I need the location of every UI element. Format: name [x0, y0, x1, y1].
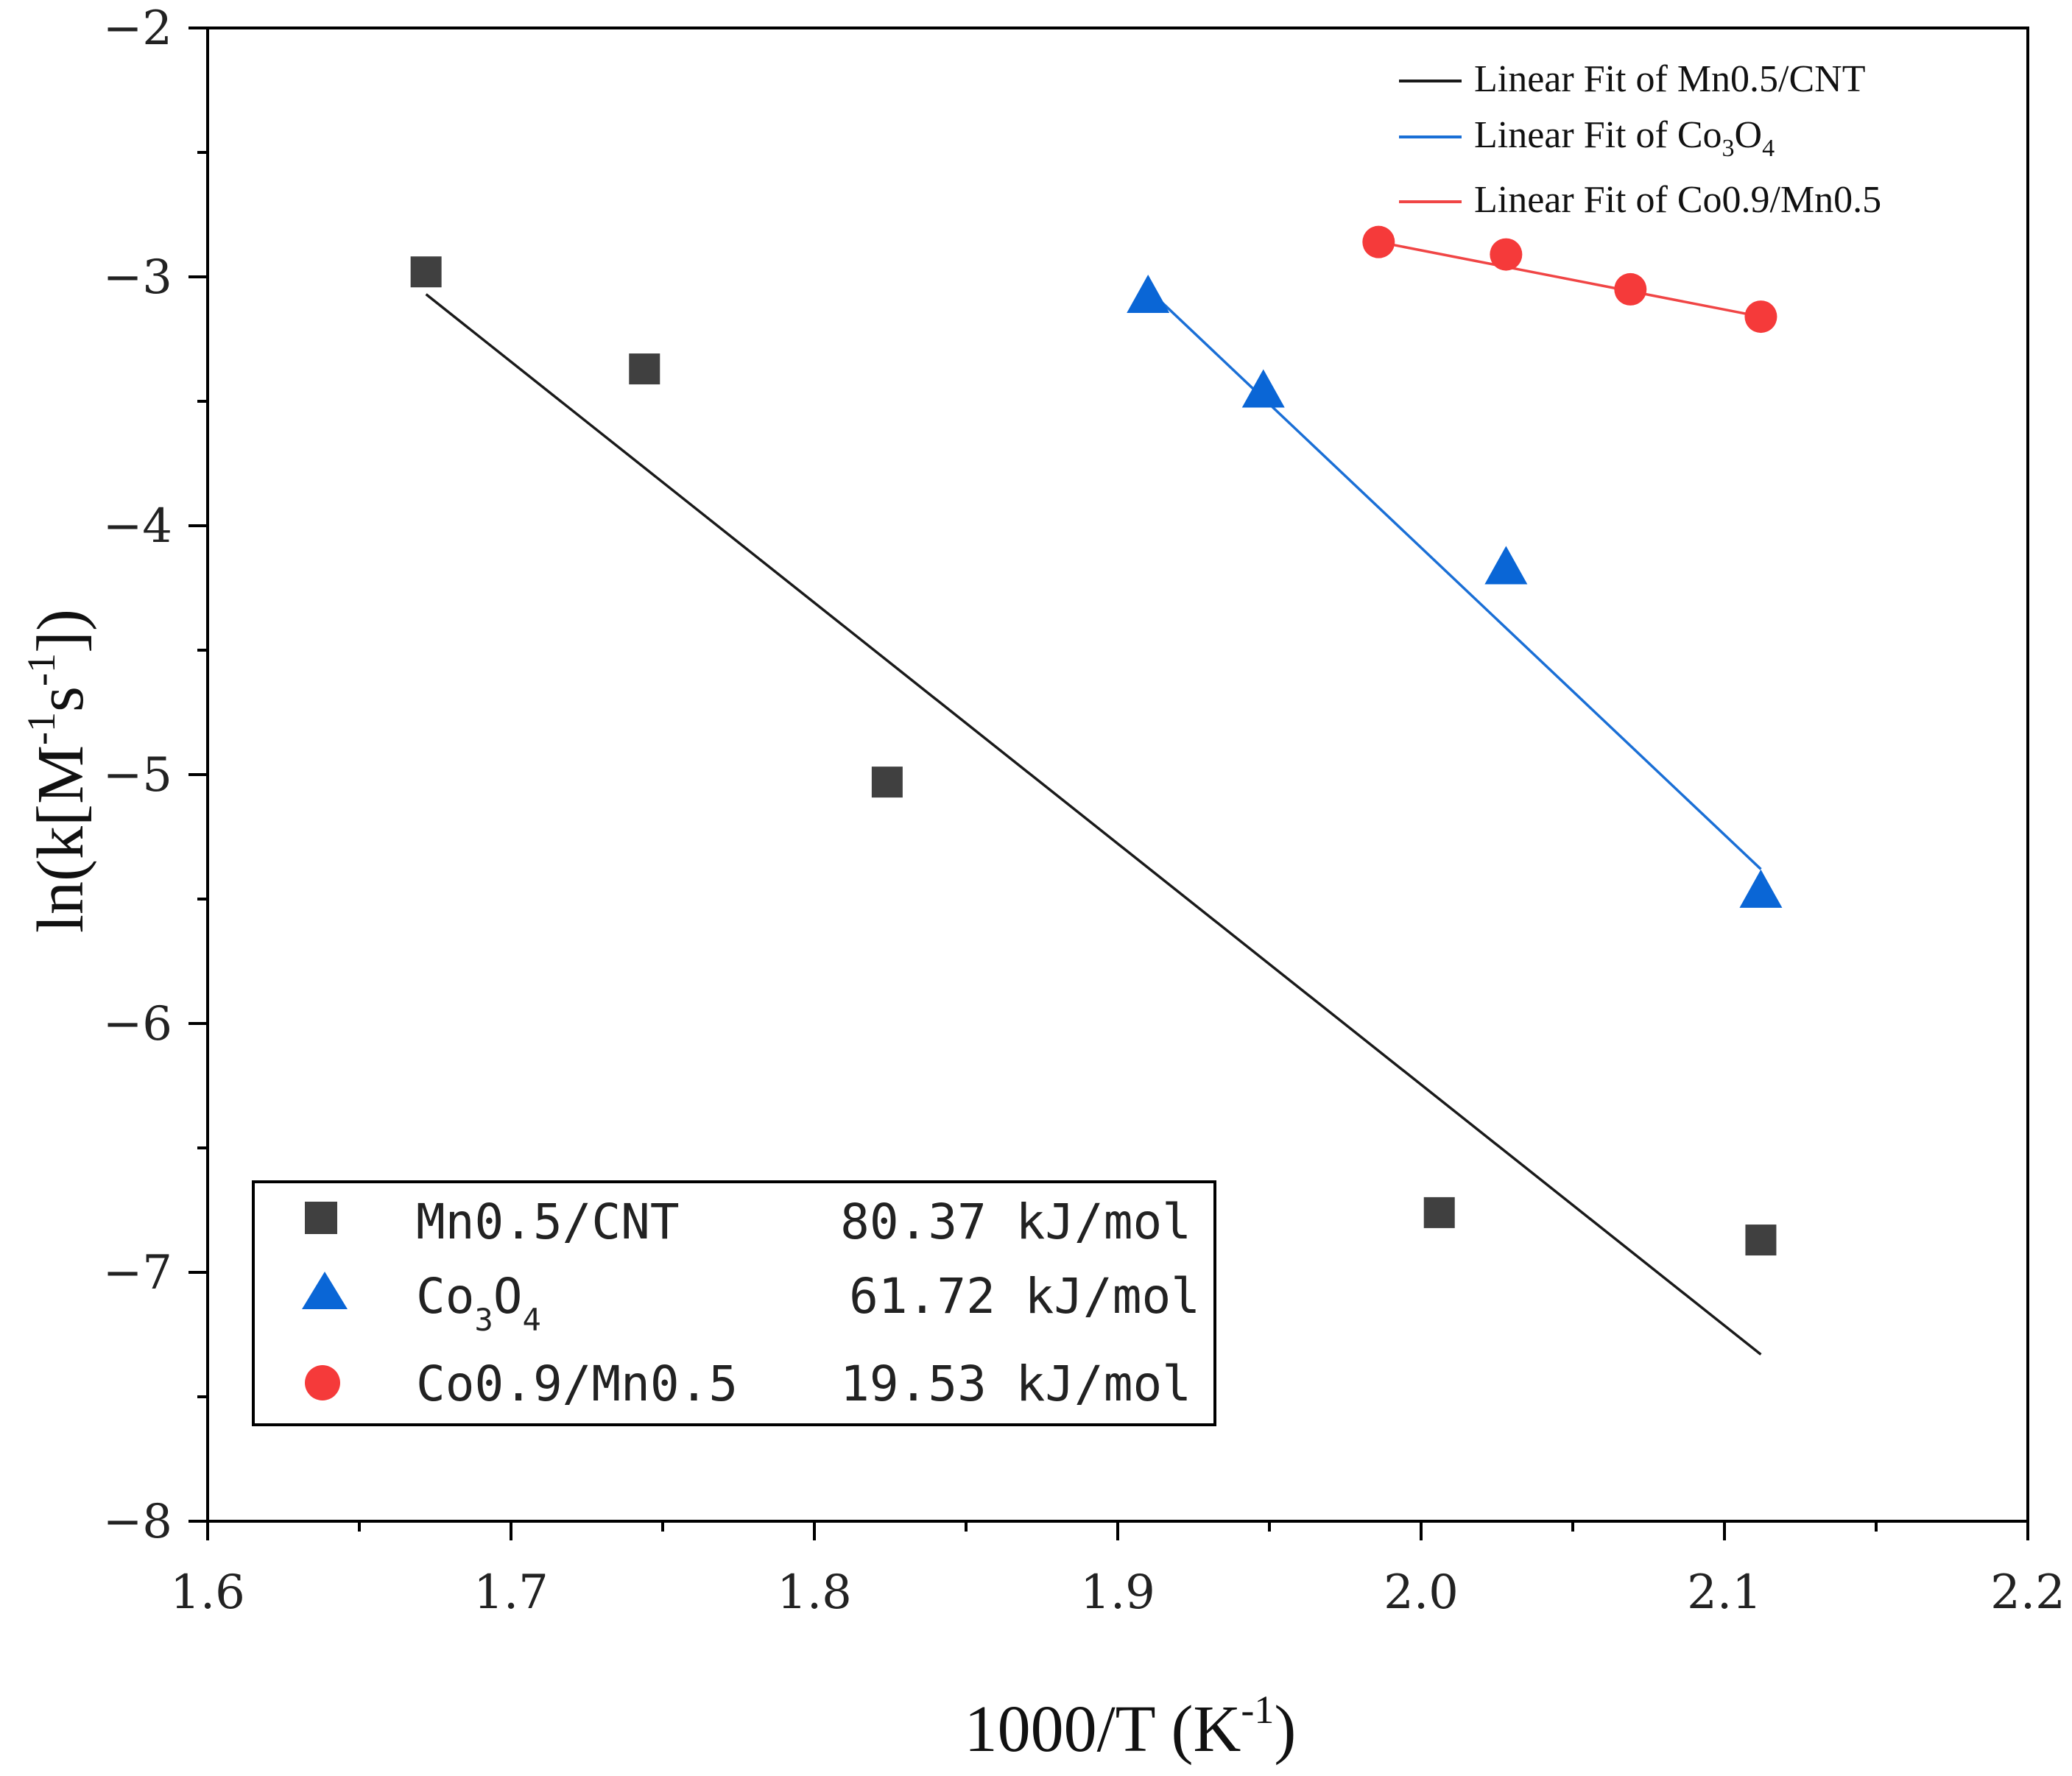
y-axis-label: ln(k[M-1s-1]): [19, 609, 97, 933]
data-points: [410, 225, 1783, 1256]
y-axis-ticks: −2 −3 −4 −5 −6 −7 −8: [103, 1, 208, 1549]
y-axis-label-main: ln(k[M: [24, 745, 97, 933]
point-co0.9-mn0.5: [1362, 225, 1395, 258]
x-tick-label: 1.8: [777, 1565, 852, 1620]
y-tick-label: −5: [103, 748, 172, 803]
y-axis-label-mid: s: [24, 686, 97, 712]
marker-legend-label-co3o4: Co3O4: [416, 1268, 541, 1338]
fit-line-co3o4: [1146, 288, 1762, 870]
marker-legend-triangle-icon: [302, 1272, 348, 1309]
x-axis-label-tail: ): [1274, 1693, 1296, 1766]
fit-lines: [425, 240, 1762, 1356]
y-axis-label-tail: ]): [24, 609, 97, 653]
marker-legend-label-co3o4-mid: O: [493, 1268, 523, 1325]
marker-legend-label-co-mn: Co0.9/Mn0.5: [416, 1356, 738, 1412]
marker-legend-energy-co3o4: 61.72 kJ/mol: [849, 1268, 1200, 1325]
point-co3o4: [1241, 369, 1285, 408]
point-co3o4: [1484, 546, 1528, 585]
fit-legend-label-mn: Linear Fit of Mn0.5/CNT: [1474, 58, 1866, 100]
y-tick-label: −4: [103, 499, 172, 554]
point-mn0.5-cnt: [629, 353, 660, 385]
x-axis-label: 1000/T (K-1): [965, 1688, 1297, 1766]
marker-legend-circle-icon: [305, 1365, 340, 1400]
marker-legend-label-co3o4-sub1: 3: [474, 1302, 493, 1338]
point-mn0.5-cnt: [410, 256, 442, 288]
fit-line-mn0.5-cnt: [425, 293, 1762, 1356]
point-co0.9-mn0.5: [1744, 300, 1777, 334]
y-axis-label-sup1: -1: [19, 712, 63, 745]
marker-legend-label-co3o4-sub2: 4: [523, 1302, 541, 1338]
point-mn0.5-cnt: [1423, 1197, 1455, 1228]
x-tick-label: 1.6: [170, 1565, 245, 1620]
point-mn0.5-cnt: [1745, 1224, 1777, 1256]
fit-legend-label-co3o4-sub1: 3: [1722, 135, 1735, 162]
fit-line-co0.9-mn0.5: [1378, 240, 1761, 318]
x-tick-label: 1.9: [1080, 1565, 1155, 1620]
point-mn0.5-cnt: [871, 767, 903, 798]
marker-legend-energy-co-mn: 19.53 kJ/mol: [840, 1356, 1191, 1412]
marker-legend-square-icon: [305, 1202, 337, 1234]
fit-legend-label-co3o4-mid: O: [1735, 114, 1763, 156]
fit-legend: Linear Fit of Mn0.5/CNT Linear Fit of Co…: [1399, 58, 1881, 221]
fit-legend-label-co-mn: Linear Fit of Co0.9/Mn0.5: [1474, 179, 1881, 221]
point-co3o4: [1739, 869, 1783, 908]
y-axis-label-sup2: -1: [19, 653, 63, 686]
fit-legend-label-co3o4-sub2: 4: [1762, 135, 1775, 162]
marker-legend-label-co3o4-prefix: Co: [416, 1268, 474, 1325]
y-tick-label: −8: [103, 1495, 172, 1549]
fit-legend-label-co3o4: Linear Fit of Co3O4: [1474, 114, 1775, 162]
marker-legend-energy-mn: 80.37 kJ/mol: [840, 1194, 1191, 1250]
point-co0.9-mn0.5: [1614, 272, 1647, 306]
x-tick-label: 2.1: [1687, 1565, 1762, 1620]
fit-legend-label-co-mn-text: Linear Fit of Co0.9/Mn0.5: [1474, 179, 1881, 221]
x-axis-label-main: 1000/T (K: [965, 1693, 1241, 1766]
x-tick-label: 2.2: [1990, 1565, 2065, 1620]
y-tick-label: −2: [103, 1, 172, 56]
point-co3o4: [1127, 275, 1170, 314]
x-axis-ticks: 1.6 1.7 1.8 1.9 2.0 2.1 2.2: [170, 1521, 2065, 1620]
x-tick-label: 2.0: [1384, 1565, 1459, 1620]
fit-legend-label-mn-text: Linear Fit of Mn0.5/CNT: [1474, 58, 1866, 100]
y-tick-label: −3: [103, 250, 172, 305]
marker-legend: Mn0.5/CNT 80.37 kJ/mol Co3O4 61.72 kJ/mo…: [252, 1180, 1216, 1426]
x-tick-label: 1.7: [473, 1565, 549, 1620]
marker-legend-box: [252, 1180, 1216, 1426]
x-axis-label-sup: -1: [1241, 1688, 1274, 1732]
y-tick-label: −6: [103, 997, 172, 1051]
marker-legend-label-mn: Mn0.5/CNT: [416, 1194, 680, 1250]
fit-legend-label-co3o4-prefix: Linear Fit of Co: [1474, 114, 1722, 156]
point-co0.9-mn0.5: [1490, 238, 1523, 271]
y-tick-label: −7: [103, 1246, 172, 1300]
